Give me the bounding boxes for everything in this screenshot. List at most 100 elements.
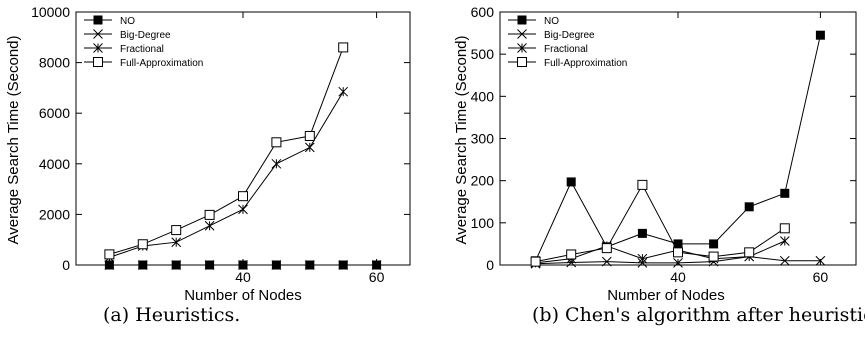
- data-point: [171, 260, 182, 270]
- x-axis-title: Number of Nodes: [184, 287, 302, 304]
- data-point: [371, 260, 382, 270]
- data-point: [779, 255, 790, 266]
- legend-label: NO: [544, 16, 559, 27]
- legend-label: Big-Degree: [544, 30, 595, 41]
- data-point: [815, 255, 826, 266]
- y-tick-label: 400: [471, 88, 495, 104]
- y-axis-title: Average Search Time (Second): [5, 35, 22, 244]
- legend: NO Big-Degree Fractional Full-Approximation: [508, 15, 627, 69]
- y-tick-label: 600: [471, 4, 495, 20]
- data-point: [204, 260, 215, 270]
- legend-item-no: NO: [84, 15, 135, 27]
- series-full-approximation: [104, 42, 349, 260]
- series-line: [535, 240, 786, 264]
- data-point: [304, 260, 315, 270]
- data-point: [637, 253, 648, 264]
- data-point: [338, 42, 349, 53]
- x-tick-label: 40: [235, 269, 251, 285]
- legend-item-big-degree: Big-Degree: [508, 29, 595, 41]
- y-tick-label: 6000: [39, 105, 70, 121]
- data-point: [566, 177, 576, 187]
- legend-label: Fractional: [120, 44, 164, 55]
- chart-chen-algorithm: 0 100 200 300 400 500 600 40 60 Number of Nodes Av…: [453, 4, 857, 304]
- legend-item-fractional: Fractional: [508, 43, 588, 55]
- y-tick-label: 300: [471, 131, 495, 147]
- data-point: [815, 30, 825, 40]
- data-point: [204, 220, 215, 231]
- y-axis-title: Average Search Time (Second): [453, 35, 470, 244]
- data-point: [238, 204, 248, 215]
- chart-heuristics: 0 2000 4000 6000 8000 10000 40 60 Number of Node…: [5, 4, 411, 304]
- series-fractional: [104, 86, 349, 263]
- legend-item-big-degree: Big-Degree: [84, 29, 171, 41]
- y-tick-label: 4000: [39, 156, 70, 172]
- legend-item-full-approximation: Full-Approximation: [508, 57, 627, 69]
- series-line: [109, 47, 344, 255]
- caption-heuristics: (a) Heuristics.: [103, 304, 241, 326]
- data-point: [637, 228, 647, 238]
- legend-item-full-approximation: Full-Approximation: [84, 57, 203, 69]
- data-point: [779, 236, 790, 246]
- data-point: [601, 243, 612, 254]
- legend-label: Full-Approximation: [120, 58, 203, 69]
- data-point: [673, 239, 683, 249]
- data-point: [566, 249, 577, 260]
- data-point: [673, 258, 683, 268]
- legend-label: Big-Degree: [120, 30, 171, 41]
- series-full-approximation: [530, 179, 790, 267]
- legend-label: NO: [120, 16, 135, 27]
- y-tick-label: 200: [471, 173, 495, 189]
- data-point: [171, 237, 182, 248]
- legend-label: Fractional: [544, 44, 588, 55]
- y-tick-label: 2000: [39, 206, 70, 222]
- legend-marker: [517, 43, 527, 53]
- y-tick-label: 100: [471, 215, 495, 231]
- data-point: [601, 256, 612, 267]
- data-point: [637, 179, 648, 190]
- legend-marker: [517, 57, 527, 67]
- legend-marker: [93, 15, 103, 25]
- data-point: [744, 247, 755, 258]
- data-point: [104, 260, 115, 270]
- series-big-degree: [104, 260, 382, 270]
- series-line: [109, 91, 344, 258]
- legend-marker: [93, 57, 103, 67]
- caption-chen-algorithm: (b) Chen's algorithm after heuristic.: [532, 304, 865, 326]
- data-point: [708, 251, 719, 262]
- data-point: [304, 130, 315, 141]
- legend-marker: [517, 15, 527, 25]
- x-tick-label: 40: [670, 269, 686, 285]
- y-tick-label: 8000: [39, 55, 70, 71]
- data-point: [304, 142, 315, 153]
- data-point: [530, 256, 541, 267]
- legend-item-no: NO: [508, 15, 559, 27]
- data-point: [779, 223, 790, 234]
- legend-marker: [517, 29, 527, 39]
- data-point: [271, 158, 282, 169]
- series-line: [535, 183, 786, 263]
- legend-item-fractional: Fractional: [84, 43, 164, 55]
- data-point: [780, 188, 790, 198]
- legend-marker: [93, 29, 103, 39]
- data-point: [673, 247, 683, 258]
- series-line: [535, 35, 821, 262]
- legend-label: Full-Approximation: [544, 58, 627, 69]
- legend: NO Big-Degree Fractional Full-Approximation: [84, 15, 203, 69]
- data-point: [744, 202, 754, 212]
- y-tick-label: 0: [62, 257, 70, 273]
- x-tick-label: 60: [369, 269, 385, 285]
- data-point: [137, 260, 148, 270]
- x-tick-label: 60: [813, 269, 829, 285]
- data-point: [171, 225, 182, 236]
- data-point: [137, 239, 148, 250]
- y-tick-label: 0: [486, 257, 494, 273]
- data-point: [204, 209, 215, 220]
- y-tick-label: 500: [471, 46, 495, 62]
- data-point: [338, 260, 349, 270]
- data-point: [238, 191, 248, 202]
- data-point: [104, 249, 115, 260]
- data-point: [271, 260, 282, 270]
- data-point: [338, 86, 349, 97]
- y-tick-label: 10000: [31, 4, 70, 20]
